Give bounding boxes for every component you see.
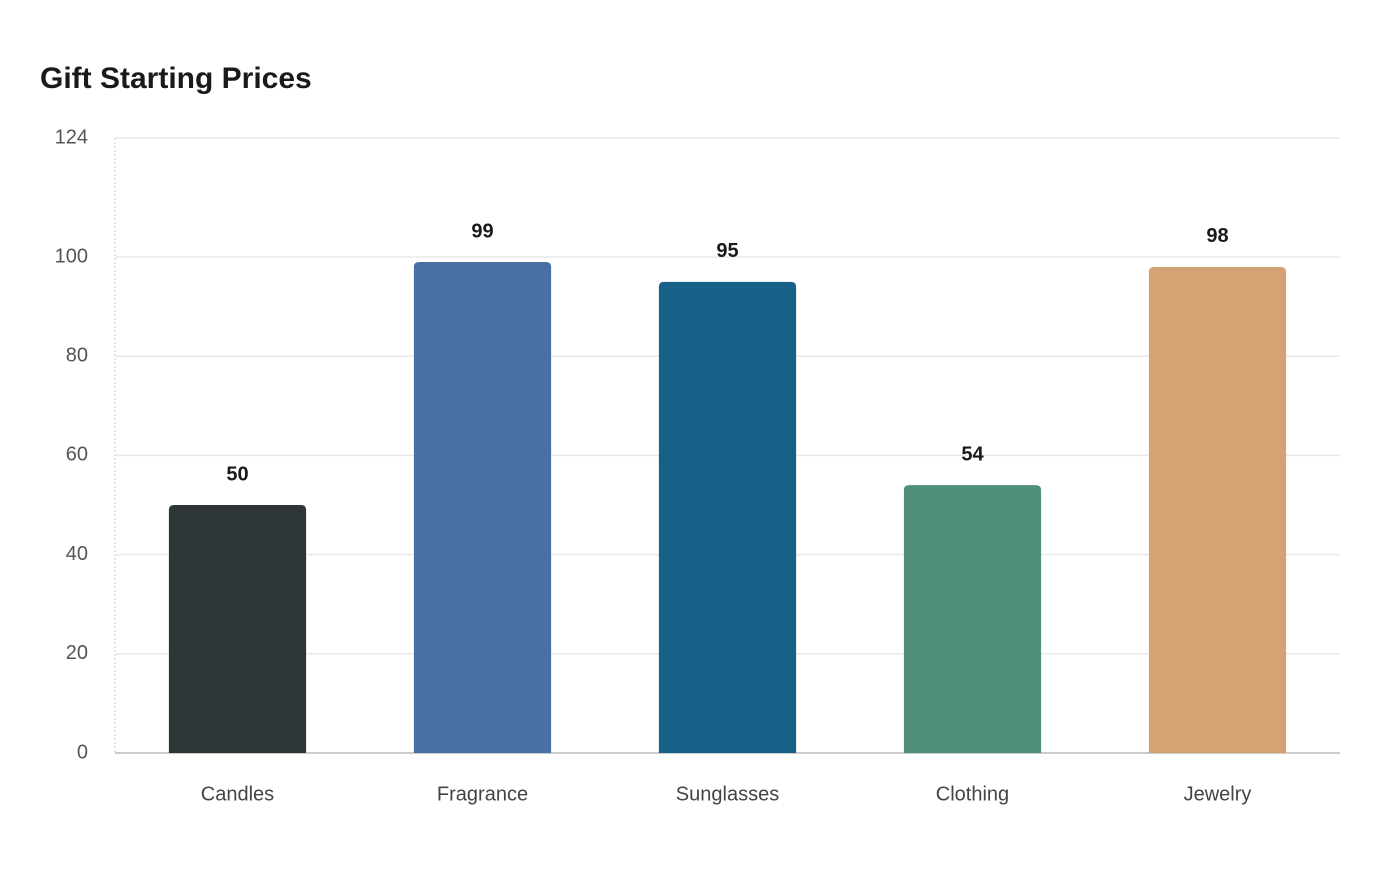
x-tick-label: Sunglasses xyxy=(676,783,779,805)
bar xyxy=(168,505,307,753)
bar xyxy=(1148,266,1287,753)
y-tick-label: 124 xyxy=(55,126,88,148)
value-label: 95 xyxy=(716,240,738,262)
bar xyxy=(413,261,552,753)
y-tick-label: 0 xyxy=(77,741,88,763)
value-label: 54 xyxy=(961,443,984,465)
x-tick-label: Clothing xyxy=(936,783,1009,805)
bar xyxy=(658,281,797,753)
bar xyxy=(903,485,1042,753)
y-tick-label: 100 xyxy=(55,245,88,267)
y-tick-label: 20 xyxy=(66,642,88,664)
value-label: 50 xyxy=(226,463,248,485)
value-label: 99 xyxy=(471,220,493,242)
x-tick-label: Fragrance xyxy=(437,783,528,805)
y-tick-label: 40 xyxy=(66,543,88,565)
x-tick-label: Jewelry xyxy=(1184,783,1252,805)
chart-title: Gift Starting Prices xyxy=(40,62,312,95)
y-tick-label: 80 xyxy=(66,345,88,367)
value-label: 98 xyxy=(1206,225,1228,247)
y-tick-label: 60 xyxy=(66,444,88,466)
x-tick-label: Candles xyxy=(201,783,274,805)
